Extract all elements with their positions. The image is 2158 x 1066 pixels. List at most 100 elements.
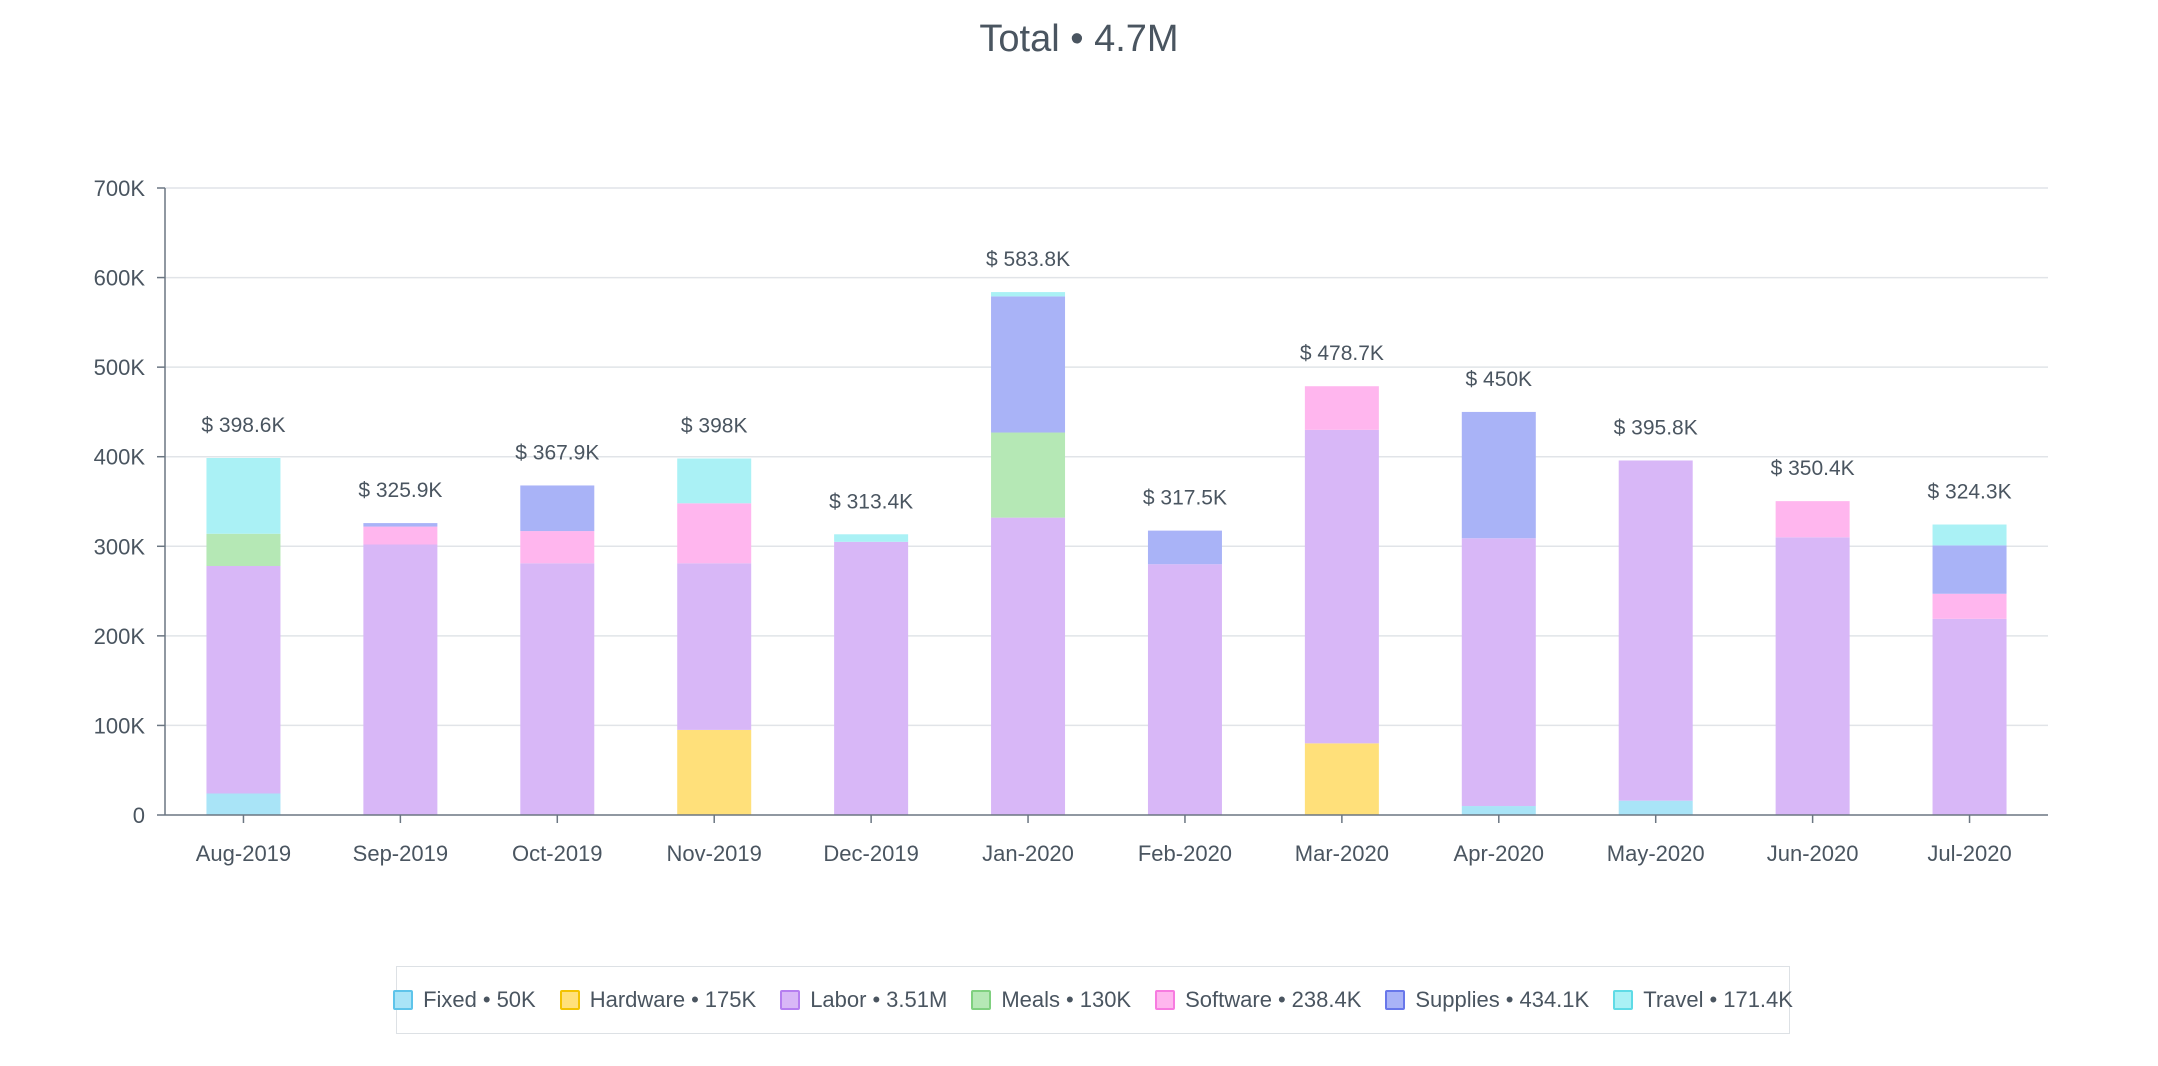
bar-segment-hardware[interactable] bbox=[1304, 743, 1379, 815]
bar-segment-software[interactable] bbox=[1932, 593, 2007, 619]
bar-segment-labor[interactable] bbox=[991, 517, 1066, 815]
x-tick-label: Nov-2019 bbox=[667, 841, 762, 866]
bar-segment-supplies[interactable] bbox=[1147, 530, 1222, 565]
legend-swatch bbox=[393, 990, 414, 1010]
chart-title: Total • 4.7M bbox=[979, 18, 1179, 60]
y-tick-label: 600K bbox=[94, 266, 146, 291]
legend-item-fixed[interactable]: Fixed • 50K bbox=[393, 987, 536, 1013]
legend-series-name: Software bbox=[1185, 987, 1272, 1012]
y-tick-label: 700K bbox=[94, 176, 146, 201]
bar-segment-labor[interactable] bbox=[1775, 537, 1850, 815]
x-tick-label: Apr-2020 bbox=[1454, 841, 1545, 866]
legend-label: Meals • 130K bbox=[1001, 987, 1131, 1013]
y-tick-label: 400K bbox=[94, 445, 146, 470]
bar-segment-software[interactable] bbox=[363, 526, 438, 545]
bar-segment-software[interactable] bbox=[677, 503, 752, 564]
legend-swatch bbox=[780, 990, 801, 1010]
legend-swatch bbox=[559, 990, 580, 1010]
bar-total-label: $ 324.3K bbox=[1928, 481, 2012, 504]
bar-total-label: $ 398.6K bbox=[201, 414, 285, 437]
bar-segment-labor[interactable] bbox=[1304, 429, 1379, 744]
bar-segment-supplies[interactable] bbox=[1461, 411, 1536, 539]
legend-series-name: Hardware bbox=[589, 987, 686, 1012]
grid-lines bbox=[165, 187, 2048, 727]
legend-label: Travel • 171.4K bbox=[1643, 987, 1793, 1013]
bar-segment-labor[interactable] bbox=[1147, 564, 1222, 815]
legend-swatch bbox=[1385, 990, 1406, 1010]
legend-series-name: Fixed bbox=[423, 987, 477, 1012]
y-tick-label: 100K bbox=[94, 713, 146, 738]
bar-segment-software[interactable] bbox=[520, 531, 595, 564]
x-tick-label: Jan-2020 bbox=[982, 841, 1074, 866]
bar-segment-labor[interactable] bbox=[520, 563, 595, 815]
legend-label: Fixed • 50K bbox=[423, 987, 536, 1013]
bar-total-label: $ 313.4K bbox=[829, 490, 913, 513]
bar-segment-fixed[interactable] bbox=[206, 793, 281, 815]
x-tick-label: Dec-2019 bbox=[823, 841, 918, 866]
bar-segment-labor[interactable] bbox=[1618, 460, 1693, 801]
legend-series-total: 50K bbox=[496, 987, 536, 1012]
bar-segment-supplies[interactable] bbox=[363, 523, 438, 527]
bar-segment-travel[interactable] bbox=[991, 292, 1066, 297]
legend-item-supplies[interactable]: Supplies • 434.1K bbox=[1385, 987, 1589, 1013]
x-tick-label: May-2020 bbox=[1607, 841, 1705, 866]
bar-segment-labor[interactable] bbox=[1461, 538, 1536, 807]
bar-segment-labor[interactable] bbox=[677, 563, 752, 730]
bar-segment-software[interactable] bbox=[1775, 501, 1850, 538]
legend-series-total: 434.1K bbox=[1519, 987, 1590, 1012]
bar-total-label: $ 583.8K bbox=[986, 248, 1070, 271]
bar-segment-supplies[interactable] bbox=[520, 485, 595, 532]
bar-segment-supplies[interactable] bbox=[1932, 545, 2007, 594]
legend-series-total: 171.4K bbox=[1723, 987, 1793, 1012]
bar-segment-labor[interactable] bbox=[363, 544, 438, 815]
labels: 0 100K 200K 300K 400K 500K 600K 700K Aug-2019 $ 3… bbox=[94, 176, 2012, 866]
legend: Fixed • 50K Hardware • 175K Labor • 3.51M Meals • 1… bbox=[393, 966, 1793, 1034]
legend-separator: • bbox=[482, 987, 491, 1012]
legend-swatch bbox=[1155, 990, 1176, 1010]
legend-item-travel[interactable]: Travel • 171.4K bbox=[1613, 987, 1793, 1013]
bar-total-label: $ 398K bbox=[681, 415, 748, 438]
bar-total-label: $ 395.8K bbox=[1614, 416, 1698, 439]
legend-series-total: 238.4K bbox=[1291, 987, 1362, 1012]
y-tick-label: 500K bbox=[94, 355, 146, 380]
bar-total-label: $ 478.7K bbox=[1300, 342, 1384, 365]
legend-separator: • bbox=[1709, 987, 1718, 1012]
bar-segment-fixed[interactable] bbox=[1618, 800, 1693, 815]
bar-segment-travel[interactable] bbox=[206, 457, 281, 534]
bar-segment-supplies[interactable] bbox=[991, 296, 1066, 433]
bar-segment-travel[interactable] bbox=[834, 534, 909, 542]
legend-item-meals[interactable]: Meals • 130K bbox=[971, 987, 1131, 1013]
bar-segment-meals[interactable] bbox=[206, 533, 281, 566]
bar-total-label: $ 317.5K bbox=[1143, 487, 1227, 510]
bar-total-label: $ 325.9K bbox=[358, 479, 442, 502]
x-tick-label: Jul-2020 bbox=[1927, 841, 2011, 866]
legend-separator: • bbox=[691, 987, 699, 1012]
legend-item-software[interactable]: Software • 238.4K bbox=[1155, 987, 1361, 1013]
bar-segment-labor[interactable] bbox=[1932, 618, 2007, 815]
bar-segment-travel[interactable] bbox=[1932, 524, 2007, 546]
legend-item-labor[interactable]: Labor • 3.51M bbox=[780, 987, 947, 1013]
bar-segment-software[interactable] bbox=[1304, 386, 1379, 430]
legend-label: Labor • 3.51M bbox=[810, 987, 947, 1013]
legend-item-hardware[interactable]: Hardware • 175K bbox=[559, 987, 756, 1013]
bar-segment-travel[interactable] bbox=[677, 458, 752, 504]
legend-separator: • bbox=[1505, 987, 1514, 1012]
bar-segment-labor[interactable] bbox=[834, 541, 909, 815]
legend-separator: • bbox=[1066, 987, 1074, 1012]
legend-series-total: 130K bbox=[1079, 987, 1132, 1012]
legend-label: Hardware • 175K bbox=[590, 987, 756, 1013]
bar-segment-meals[interactable] bbox=[991, 432, 1066, 518]
legend-series-total: 3.51M bbox=[886, 987, 948, 1012]
legend-series-name: Supplies bbox=[1415, 987, 1500, 1012]
legend-swatch bbox=[971, 990, 992, 1010]
bar-segment-hardware[interactable] bbox=[677, 729, 752, 815]
x-tick-label: Feb-2020 bbox=[1138, 841, 1232, 866]
bar-segment-fixed[interactable] bbox=[1461, 806, 1536, 815]
legend-series-name: Meals bbox=[1001, 987, 1061, 1012]
legend-separator: • bbox=[1277, 987, 1286, 1012]
x-tick-label: Mar-2020 bbox=[1295, 841, 1389, 866]
bar-segment-labor[interactable] bbox=[206, 565, 281, 794]
bars bbox=[206, 292, 2007, 815]
